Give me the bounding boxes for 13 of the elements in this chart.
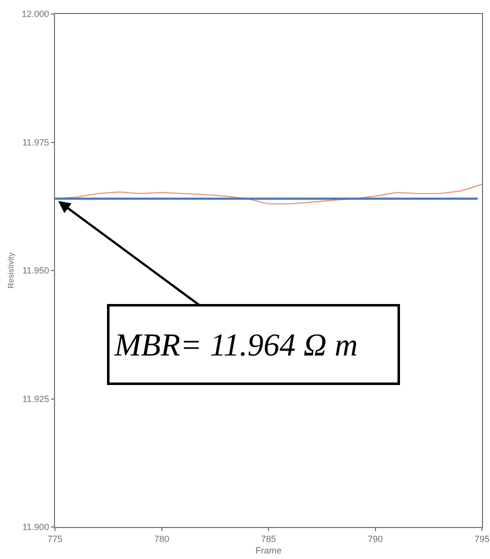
y-tick-label: 11.925 [22, 394, 50, 404]
y-tick-label: 11.975 [22, 137, 50, 148]
x-tick-label: 780 [154, 534, 170, 544]
x-tick-label: 795 [474, 534, 490, 544]
annotation: MBR= 11.964 Ω m [114, 326, 358, 362]
x-tick-label: 785 [260, 534, 276, 544]
y-axis-title: Resistivity [6, 252, 16, 289]
x-tick-label: 775 [47, 534, 63, 544]
y-tick-label: 11.950 [22, 266, 50, 276]
x-axis-title: Frame [255, 546, 282, 556]
x-tick-label: 790 [368, 534, 383, 544]
y-tick-label: 11.900 [22, 522, 50, 532]
y-tick-label: 12.000 [22, 9, 50, 20]
